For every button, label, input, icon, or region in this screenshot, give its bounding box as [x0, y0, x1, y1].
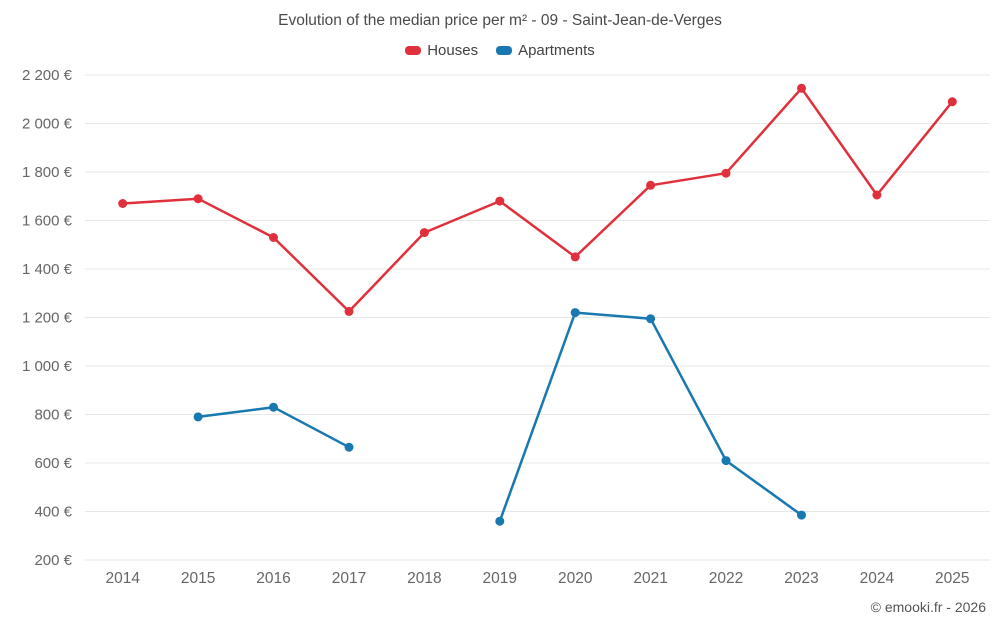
data-point-houses-2019[interactable] — [495, 196, 505, 206]
y-tick-label: 200 € — [34, 552, 72, 569]
data-point-apartments-2021[interactable] — [646, 314, 656, 324]
y-tick-label: 1 800 € — [22, 164, 73, 181]
data-point-houses-2024[interactable] — [872, 190, 882, 200]
legend-item-apartments[interactable]: Apartments — [496, 42, 595, 59]
x-tick-label: 2015 — [181, 570, 215, 587]
x-tick-label: 2024 — [860, 570, 895, 587]
data-point-houses-2025[interactable] — [947, 97, 957, 107]
y-tick-label: 1 400 € — [22, 261, 73, 278]
data-point-apartments-2019[interactable] — [495, 516, 505, 526]
y-tick-label: 400 € — [34, 504, 72, 521]
apartments-legend-swatch — [496, 46, 513, 55]
data-point-houses-2021[interactable] — [646, 180, 656, 190]
x-tick-label: 2021 — [633, 570, 667, 587]
y-tick-label: 2 200 € — [22, 67, 73, 84]
data-point-apartments-2022[interactable] — [721, 456, 731, 466]
chart-title: Evolution of the median price per m² - 0… — [278, 12, 722, 29]
data-point-apartments-2015[interactable] — [193, 412, 203, 422]
data-point-apartments-2017[interactable] — [344, 442, 354, 452]
y-tick-label: 800 € — [34, 407, 72, 424]
x-tick-label: 2016 — [256, 570, 290, 587]
x-tick-label: 2025 — [935, 570, 969, 587]
data-point-houses-2017[interactable] — [344, 306, 354, 316]
data-point-houses-2022[interactable] — [721, 168, 731, 178]
x-tick-label: 2019 — [483, 570, 517, 587]
data-point-houses-2015[interactable] — [193, 194, 203, 204]
y-tick-label: 600 € — [34, 455, 72, 472]
y-tick-label: 2 000 € — [22, 116, 73, 133]
data-point-houses-2014[interactable] — [118, 199, 128, 208]
x-tick-label: 2023 — [784, 570, 818, 587]
y-tick-label: 1 200 € — [22, 310, 73, 327]
series-line-apartments — [196, 311, 803, 523]
x-tick-label: 2014 — [105, 570, 140, 587]
data-point-houses-2018[interactable] — [419, 228, 429, 238]
chart-legend: Houses Apartments — [0, 42, 1000, 59]
data-point-apartments-2020[interactable] — [570, 308, 580, 318]
x-tick-label: 2022 — [709, 570, 743, 587]
data-point-houses-2023[interactable] — [797, 83, 806, 93]
x-tick-label: 2018 — [407, 570, 441, 587]
data-point-apartments-2016[interactable] — [269, 402, 278, 412]
y-tick-label: 1 600 € — [22, 213, 73, 230]
x-tick-label: 2020 — [558, 570, 593, 587]
data-point-houses-2016[interactable] — [269, 233, 278, 242]
y-tick-label: 1 000 € — [22, 358, 73, 375]
data-point-houses-2020[interactable] — [570, 252, 580, 262]
apartments-legend-label: Apartments — [518, 42, 595, 59]
series-line-houses — [121, 87, 954, 313]
legend-item-houses[interactable]: Houses — [405, 42, 478, 59]
x-tick-label: 2017 — [332, 570, 366, 587]
houses-legend-label: Houses — [427, 42, 479, 59]
houses-legend-swatch — [405, 46, 422, 55]
copyright-footer: © emooki.fr - 2026 — [870, 599, 986, 615]
data-point-apartments-2023[interactable] — [797, 510, 806, 520]
